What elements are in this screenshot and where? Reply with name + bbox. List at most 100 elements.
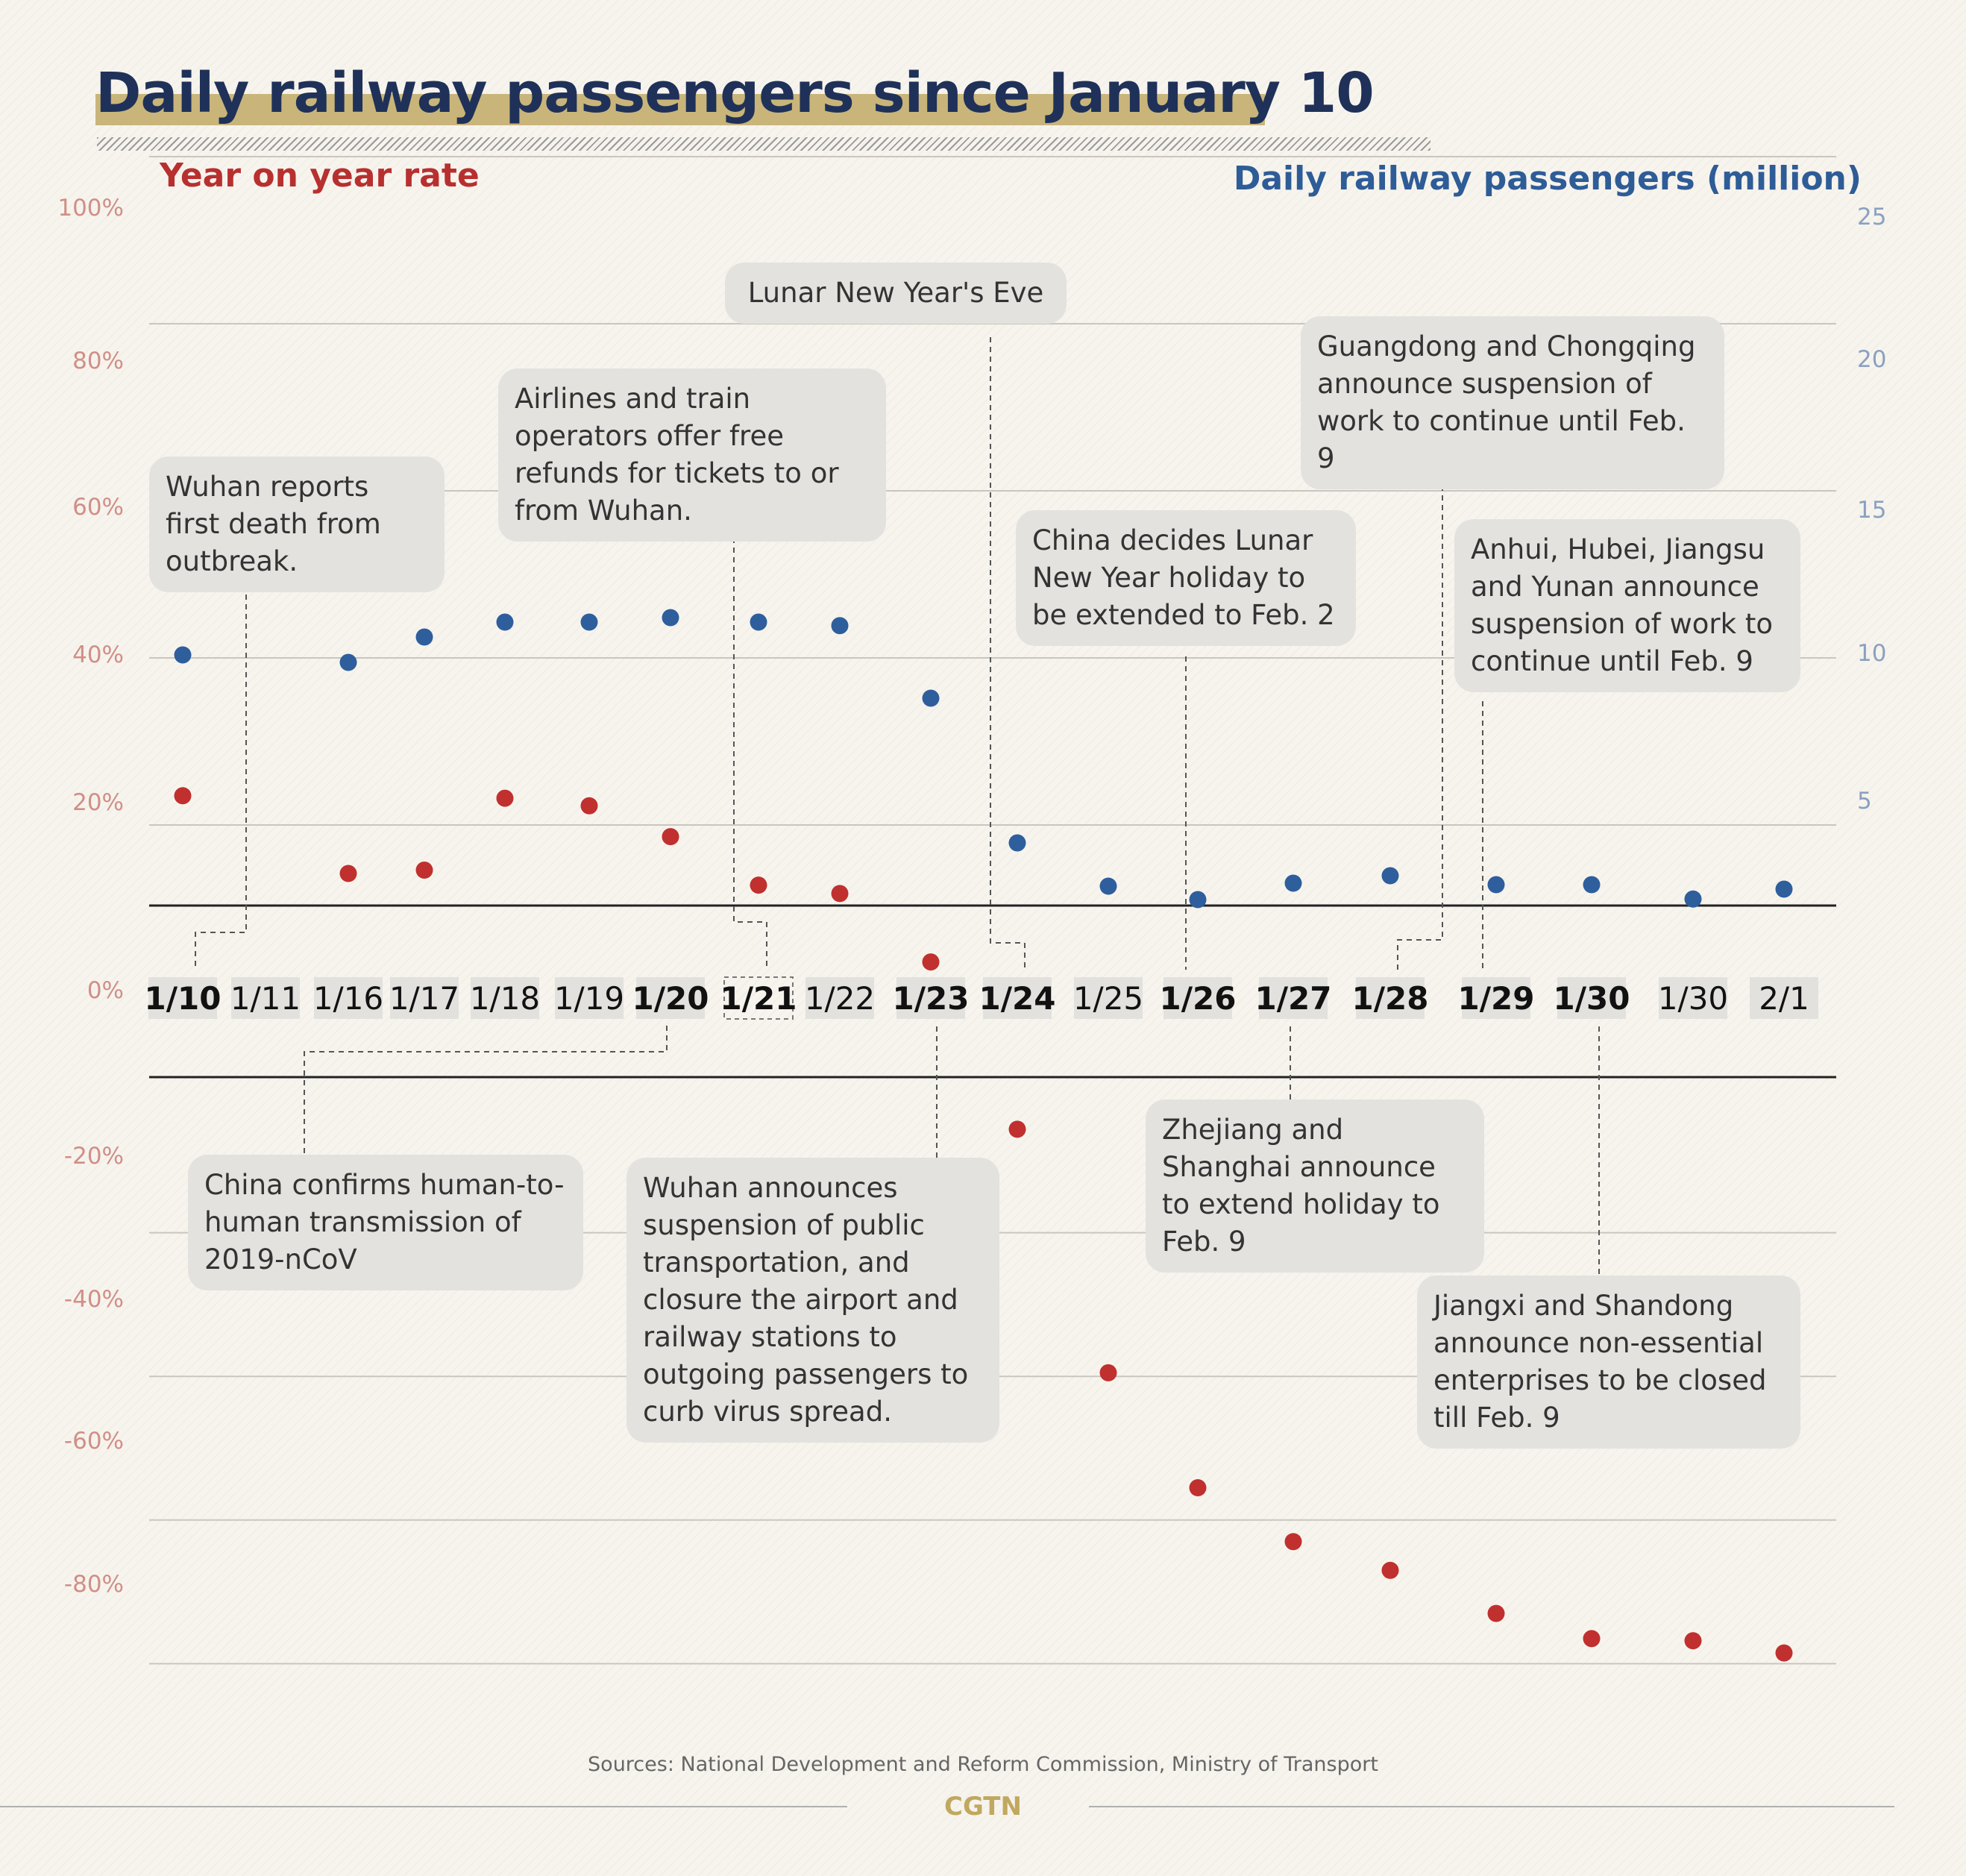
connector-line <box>1397 418 1443 970</box>
note-guangdong-chongqing: Guangdong and Chongqing announce suspens… <box>1301 316 1724 489</box>
category-chip <box>471 977 539 1019</box>
rate-point <box>1189 1478 1207 1496</box>
rate-point <box>1775 1644 1793 1662</box>
passengers-point <box>662 609 679 627</box>
category-chip <box>555 977 624 1019</box>
category-chip <box>983 977 1052 1019</box>
category-label: 1/25 <box>1073 980 1143 1017</box>
passengers-point <box>1284 874 1302 892</box>
passengers-point <box>580 613 598 631</box>
brand-logo: CGTN <box>944 1792 1022 1822</box>
left-tick-label: 40% <box>72 641 124 668</box>
rate-point <box>1487 1604 1505 1622</box>
title-block: Daily railway passengers since January 1… <box>95 61 1375 125</box>
category-label: 1/18 <box>470 980 540 1017</box>
rate-point <box>496 789 514 807</box>
rate-point <box>174 787 192 805</box>
left-tick-label: 60% <box>72 494 124 521</box>
title-highlight-bar <box>95 94 1265 125</box>
category-label: 1/20 <box>632 980 709 1017</box>
category-chip <box>1750 977 1818 1019</box>
passengers-point <box>922 689 940 707</box>
category-chip <box>231 977 300 1019</box>
right-tick-label: 25 <box>1857 204 1886 230</box>
category-chip <box>723 976 794 1020</box>
category-chip <box>1557 977 1626 1019</box>
footer-rule-left <box>0 1806 847 1807</box>
left-axis-title: Year on year rate <box>160 157 480 195</box>
rate-point <box>662 828 679 846</box>
annotation-connectors <box>195 337 1600 1274</box>
category-label: 1/19 <box>554 980 624 1017</box>
rate-point <box>339 865 357 882</box>
rate-point <box>1099 1364 1117 1381</box>
left-tick-label: -60% <box>64 1428 124 1455</box>
title-hatch-divider <box>97 137 1430 151</box>
category-label: 1/22 <box>805 980 875 1017</box>
note-anhui-hubei: Anhui, Hubei, Jiangsu and Yunan announce… <box>1454 519 1800 692</box>
category-chip <box>390 977 459 1019</box>
category-label: 1/10 <box>144 980 221 1017</box>
passengers-point <box>415 628 433 646</box>
category-label: 1/23 <box>892 980 969 1017</box>
passengers-point <box>1381 867 1399 885</box>
category-label: 1/28 <box>1351 980 1428 1017</box>
left-tick-label: 0% <box>87 977 124 1004</box>
rate-point <box>415 861 433 879</box>
category-label: 1/24 <box>979 980 1055 1017</box>
rate-point <box>1684 1632 1702 1650</box>
connector-line <box>990 337 1026 970</box>
category-chip <box>636 977 705 1019</box>
note-human-transmission: China confirms human-to-human transmissi… <box>188 1155 583 1290</box>
category-label: 1/26 <box>1159 980 1236 1017</box>
category-label: 1/21 <box>720 980 797 1017</box>
note-lunar-eve: Lunar New Year's Eve <box>725 263 1067 324</box>
passengers-point <box>1775 880 1793 898</box>
passengers-point <box>1684 890 1702 908</box>
passengers-point <box>174 646 192 664</box>
data-points <box>174 609 1793 1662</box>
category-label: 1/30 <box>1553 980 1630 1017</box>
right-tick-label: 20 <box>1857 346 1886 373</box>
category-chip <box>1659 977 1727 1019</box>
left-tick-label: -40% <box>64 1286 124 1313</box>
rate-point <box>580 797 598 815</box>
x-axis-labels: 1/10 1/11 1/16 1/17 1/18 1/19 1/20 1/21 1/22 1/23… <box>144 976 1818 1020</box>
right-tick-label: 10 <box>1857 640 1886 667</box>
category-chip <box>805 977 874 1019</box>
rate-point <box>1583 1630 1601 1648</box>
right-tick-label: 15 <box>1857 497 1886 524</box>
note-free-refunds: Airlines and train operators offer free … <box>498 368 886 542</box>
rate-point <box>1008 1120 1026 1138</box>
passengers-point <box>339 653 357 671</box>
rate-point <box>1381 1561 1399 1579</box>
passengers-point <box>1189 891 1207 909</box>
connector-line <box>304 1023 668 1153</box>
left-tick-label: 100% <box>57 195 124 222</box>
category-label: 2/1 <box>1759 980 1809 1017</box>
category-chip <box>1259 977 1328 1019</box>
category-chip <box>1163 977 1232 1019</box>
note-wuhan-suspension: Wuhan announces suspension of public tra… <box>626 1158 999 1443</box>
passengers-point <box>1008 834 1026 852</box>
category-label: 1/17 <box>389 980 459 1017</box>
category-label: 1/16 <box>313 980 383 1017</box>
rate-point <box>831 885 849 903</box>
chart-title: Daily railway passengers since January 1… <box>95 61 1375 125</box>
footer-rule-right <box>1089 1806 1894 1807</box>
note-zhejiang-shanghai: Zhejiang and Shanghai announce to extend… <box>1146 1099 1484 1273</box>
rate-point <box>750 876 767 894</box>
connector-line <box>733 509 767 970</box>
passengers-point <box>1583 876 1601 894</box>
passengers-point <box>831 617 849 635</box>
left-tick-label: 80% <box>72 348 124 374</box>
note-jiangxi-shandong: Jiangxi and Shandong announce non-essent… <box>1417 1276 1800 1449</box>
rate-point <box>1284 1533 1302 1551</box>
note-wuhan-first-death: Wuhan reports first death from outbreak. <box>149 457 445 592</box>
category-chip <box>1462 977 1530 1019</box>
rate-point <box>922 953 940 971</box>
y-axis-labels: 100% 80% 60% 40% 20% 0% -20% -40% -60% -80% 25 20 15… <box>57 195 1886 1598</box>
note-holiday-extended: China decides Lunar New Year holiday to … <box>1016 510 1356 646</box>
passengers-point <box>1099 877 1117 895</box>
left-tick-label: -80% <box>64 1571 124 1598</box>
